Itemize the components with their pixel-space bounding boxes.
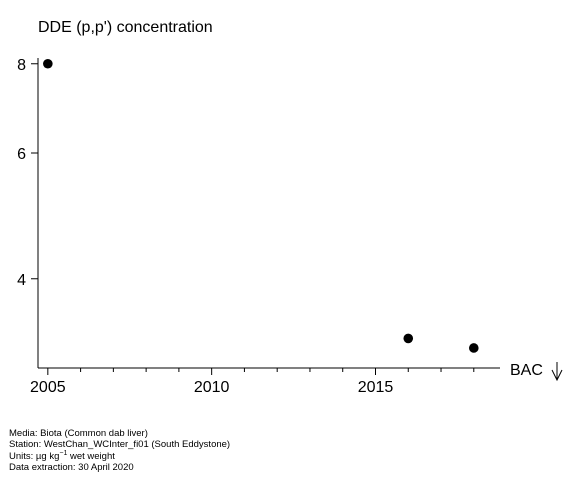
scatter-chart: 2005 2010 2015 4 6 8 BAC: [17, 57, 563, 396]
x-tick-label: 2010: [194, 379, 230, 396]
bac-arrow-head-icon: [551, 369, 563, 382]
y-tick-label: 8: [17, 57, 26, 74]
y-tick-label: 6: [17, 146, 26, 163]
footer-station: Station: WestChan_WCInter_fi01 (South Ed…: [9, 439, 231, 451]
footer-media: Media: Biota (Common dab liver): [9, 428, 148, 439]
data-point: [43, 58, 53, 69]
footer-units-suffix: wet weight: [67, 450, 115, 462]
chart-footer: Media: Biota (Common dab liver) Station:…: [9, 428, 230, 473]
footer-extraction: Data extraction: 30 April 2020: [9, 461, 134, 473]
x-tick-label: 2015: [358, 379, 394, 396]
footer-units-prefix: Units: µg kg: [9, 450, 60, 462]
data-points: [43, 58, 479, 353]
footer-units: Units: µg kg−1 wet weight: [9, 449, 230, 462]
x-tick-label: 2005: [30, 379, 66, 396]
data-point: [403, 333, 414, 344]
y-tick-label: 4: [17, 272, 26, 289]
footer-units-exponent: −1: [59, 449, 68, 457]
axes: 2005 2010 2015 4 6 8: [17, 57, 500, 396]
bac-label: BAC: [510, 362, 543, 379]
annotations: BAC: [510, 362, 563, 382]
chart-title: DDE (p,p') concentration: [38, 19, 213, 36]
data-point: [468, 343, 479, 353]
